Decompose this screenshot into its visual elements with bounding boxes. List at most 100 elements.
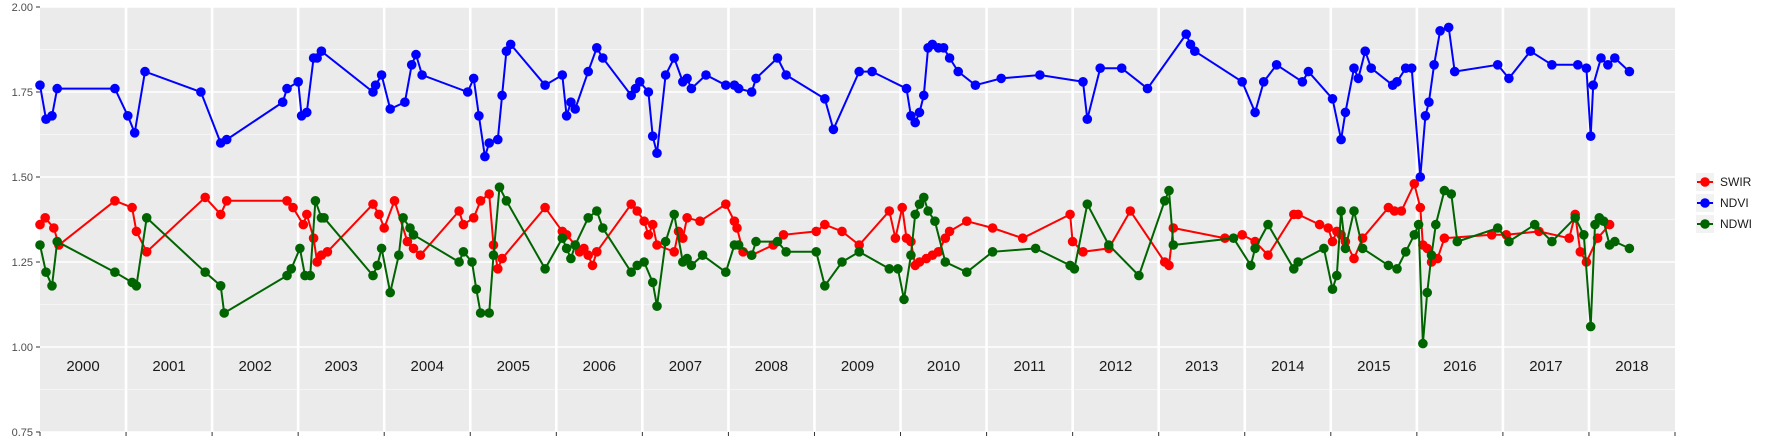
ndvi-point xyxy=(110,83,120,94)
ndwi-point xyxy=(286,264,297,274)
year-label: 2006 xyxy=(583,358,616,375)
swir-point xyxy=(906,236,916,247)
swir-point xyxy=(897,202,907,213)
ndvi-point xyxy=(1078,77,1088,87)
ndwi-point xyxy=(733,240,744,250)
ndwi-point xyxy=(1598,216,1609,226)
swir-point xyxy=(1409,179,1420,189)
swir-point xyxy=(1263,250,1273,260)
ndvi-point xyxy=(1190,46,1200,56)
swir-point xyxy=(647,219,658,230)
ndvi-point xyxy=(1504,73,1514,84)
ndwi-point xyxy=(598,223,608,233)
x-axis xyxy=(39,432,1676,436)
swir-point xyxy=(669,247,679,257)
ndwi-point xyxy=(962,267,972,278)
swir-point xyxy=(1486,230,1497,240)
swir-point xyxy=(1439,233,1450,243)
ndvi-point xyxy=(1258,77,1269,87)
ndwi-point xyxy=(1336,206,1346,216)
ndwi-point xyxy=(1069,264,1080,274)
ndwi-point xyxy=(1579,230,1589,240)
year-label: 2017 xyxy=(1529,358,1562,375)
ndvi-point xyxy=(293,77,304,87)
series-layer xyxy=(35,22,1635,349)
ndwi-point xyxy=(639,257,649,267)
swir-point xyxy=(484,189,495,199)
swir-point xyxy=(374,209,384,220)
ndwi-point xyxy=(652,301,662,312)
year-label: 2000 xyxy=(66,358,99,375)
ndvi-point xyxy=(1340,107,1351,118)
ndvi-point xyxy=(1297,77,1308,87)
ndvi-point xyxy=(400,97,410,107)
ndwi-point xyxy=(1504,236,1514,247)
ndwi-point xyxy=(820,281,830,291)
ndwi-point xyxy=(570,240,580,250)
year-label: 2012 xyxy=(1099,358,1132,375)
ndvi-point xyxy=(462,87,473,97)
ndwi-point xyxy=(1030,243,1041,254)
swir-point xyxy=(408,243,419,254)
swir-point xyxy=(402,236,413,247)
ndwi-point xyxy=(686,260,697,271)
swir-point xyxy=(820,219,830,230)
ndwi-point xyxy=(566,253,576,264)
ndvi-point xyxy=(277,97,288,107)
ndwi-point xyxy=(1570,213,1580,223)
ndwi-point xyxy=(919,192,929,203)
ndwi-point xyxy=(884,264,895,274)
ndvi-point xyxy=(1142,83,1153,94)
ndwi-point xyxy=(987,247,998,257)
year-label: 2008 xyxy=(755,358,788,375)
swir-point xyxy=(215,209,226,220)
swir-point xyxy=(35,219,45,230)
swir-point xyxy=(368,199,378,209)
ndwi-point xyxy=(398,213,408,223)
ndvi-point xyxy=(370,80,381,90)
ndwi-point xyxy=(215,281,226,291)
ndvi-point xyxy=(682,73,692,84)
ndvi-point xyxy=(1336,134,1346,145)
swir-point xyxy=(288,202,298,213)
y-tick-label: 1.00 xyxy=(12,342,33,354)
ndwi-point xyxy=(1529,219,1540,230)
ndvi-point xyxy=(938,43,949,53)
series-ndvi xyxy=(35,22,1635,182)
swir-point xyxy=(468,213,479,223)
legend-label-ndwi: NDWI xyxy=(1720,217,1752,231)
ndwi-point xyxy=(811,247,821,257)
ndvi-point xyxy=(901,83,912,94)
ndwi-point xyxy=(751,236,761,247)
ndvi-point xyxy=(953,66,963,77)
ndwi-point xyxy=(41,267,51,278)
ndvi-point xyxy=(52,83,62,94)
swir-point xyxy=(458,219,469,230)
ndwi-point xyxy=(52,236,62,247)
ndwi-point xyxy=(746,250,757,260)
swir-point xyxy=(1293,209,1303,220)
ndwi-point xyxy=(1610,236,1620,247)
ndwi-point xyxy=(484,308,495,318)
swir-point xyxy=(497,253,507,264)
swir-point xyxy=(454,206,464,216)
y-tick-label: 2.00 xyxy=(12,2,33,14)
ndwi-point xyxy=(721,267,731,278)
ndvi-point xyxy=(140,66,150,77)
year-label: 2002 xyxy=(238,358,271,375)
ndwi-point xyxy=(1250,243,1260,254)
ndwi-point xyxy=(319,213,329,223)
ndvi-point xyxy=(1035,70,1045,80)
ndwi-point xyxy=(626,267,636,278)
year-label: 2015 xyxy=(1357,358,1390,375)
legend-key-point xyxy=(1700,219,1710,229)
ndvi-point xyxy=(1392,77,1402,87)
ndvi-point xyxy=(1353,73,1364,84)
ndwi-point xyxy=(1134,270,1144,281)
swir-point xyxy=(1237,230,1247,240)
ndwi-point xyxy=(1319,243,1329,254)
ndvi-point xyxy=(1573,60,1583,70)
ndwi-point xyxy=(1422,287,1432,298)
ndwi-point xyxy=(1409,230,1420,240)
swir-point xyxy=(322,247,333,257)
